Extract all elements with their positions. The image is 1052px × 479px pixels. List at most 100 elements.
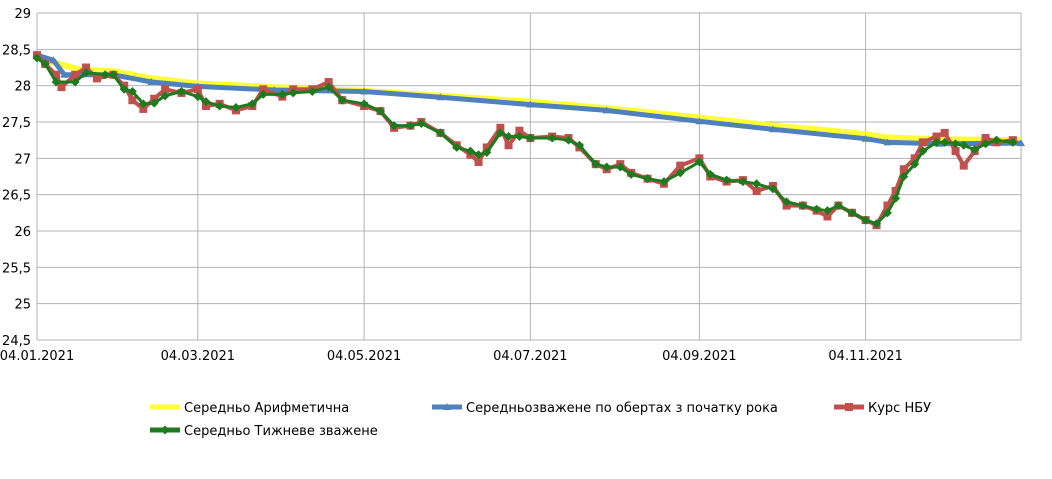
series-2-point (49, 56, 58, 64)
series-4-point (602, 162, 612, 172)
series-4-point (482, 148, 492, 158)
series-4-point (547, 133, 557, 143)
series-4-point (872, 219, 882, 229)
series-4-point (574, 140, 584, 150)
series-4 (32, 53, 1018, 229)
series-3-point (504, 141, 513, 150)
series-4-point (694, 157, 704, 167)
series-3-point (57, 83, 66, 92)
y-tick-label: 29 (14, 7, 31, 22)
series-3-point (128, 96, 137, 105)
series-4-point (705, 169, 715, 179)
series-3-point (959, 161, 968, 170)
series-4-point (465, 146, 475, 156)
series-4-point (100, 70, 110, 80)
legend: Середньо Арифметична Середньозважене по о… (150, 401, 931, 439)
axes (36, 13, 1021, 341)
series-4-point (768, 184, 778, 194)
series-4-point (722, 175, 732, 185)
legend-swatch-marker (443, 403, 451, 410)
series-4-point (514, 132, 524, 142)
series-3-point (981, 133, 990, 142)
series-4-point (675, 168, 685, 178)
y-tick-labels: 24,5 25 25,5 26 26,5 27 27,5 28 28,5 29 (2, 7, 31, 349)
series-4-point (176, 86, 186, 96)
y-tick-label: 28 (14, 80, 31, 95)
series-4-point (127, 86, 137, 96)
series-4-point (504, 132, 514, 142)
series-4-point (495, 128, 505, 138)
series-4-point (1008, 137, 1018, 147)
series-4-point (738, 177, 748, 187)
series-4-point (861, 215, 871, 225)
series-4-point (307, 86, 317, 96)
series-3-point (951, 147, 960, 156)
y-tick-label: 27 (14, 152, 31, 167)
series-3-point (823, 212, 832, 221)
series-4-point (940, 137, 950, 147)
series-4-point (918, 146, 928, 156)
series-4-point (991, 135, 1001, 145)
series-4-point (405, 121, 415, 131)
legend-label: Середньозважене по обертах з початку рок… (466, 401, 778, 416)
series-2-point (768, 125, 777, 133)
series-4-point (389, 121, 399, 131)
series-3-line (35, 53, 1014, 228)
series-4-point (882, 208, 892, 218)
series-3-point (899, 165, 908, 174)
series-4-point (81, 68, 91, 78)
series-4-point (201, 97, 211, 107)
legend-item: Середньо Тижневе зважене (150, 424, 378, 439)
series-4-point (247, 99, 257, 109)
series-4-point (798, 201, 808, 211)
series-4-point (474, 150, 484, 160)
series-4-point (833, 201, 843, 211)
series-4-point (626, 169, 636, 179)
series-4-point (215, 101, 225, 111)
series-3-point (496, 123, 505, 132)
series-1 (35, 53, 1022, 144)
series-3-point (161, 85, 170, 94)
y-tick-label: 26,5 (2, 189, 31, 204)
series-4-point (359, 99, 369, 109)
x-tick-label: 04.11.2021 (828, 349, 902, 364)
series-4-point (149, 98, 159, 108)
series-3-point (918, 138, 927, 147)
series-4-point (108, 70, 118, 80)
series-4-point (970, 145, 980, 155)
y-tick-label: 25 (14, 298, 31, 313)
legend-item: Середньозважене по обертах з початку рок… (432, 401, 778, 416)
series-4-point (812, 204, 822, 214)
series-4-point (337, 95, 347, 105)
x-tick-label: 04.05.2021 (327, 349, 401, 364)
series-4-point (324, 82, 334, 92)
series-2-point (883, 138, 892, 146)
series-3-point (891, 187, 900, 196)
series-3-point (139, 104, 148, 113)
series-2-point (147, 78, 156, 86)
series-4-point (752, 179, 762, 189)
series-4-point (891, 193, 901, 203)
series-4-point (416, 118, 426, 128)
series-3-point (940, 128, 949, 137)
series-3-point (676, 161, 685, 170)
series-3-point (193, 85, 202, 94)
legend-item: Курс НБУ (834, 401, 931, 416)
series-4-point (951, 139, 961, 149)
series-2-point (526, 100, 535, 108)
x-tick-labels: 04.01.2021 04.03.2021 04.05.2021 04.07.2021… (0, 349, 903, 364)
series-3-point (932, 132, 941, 141)
series-4-point (32, 53, 42, 63)
legend-item: Середньо Арифметична (150, 401, 349, 416)
series-4-point (643, 174, 653, 184)
y-tick-label: 25,5 (2, 261, 31, 276)
series-4-point (277, 89, 287, 99)
series-2-point (695, 117, 704, 125)
legend-swatch-marker (845, 403, 853, 411)
series-3-point (71, 70, 80, 79)
series-3-point (82, 63, 91, 72)
series-2-point (436, 93, 445, 101)
series-4-point (70, 77, 80, 87)
series-2-point (1017, 139, 1025, 147)
gridlines (36, 12, 1022, 341)
